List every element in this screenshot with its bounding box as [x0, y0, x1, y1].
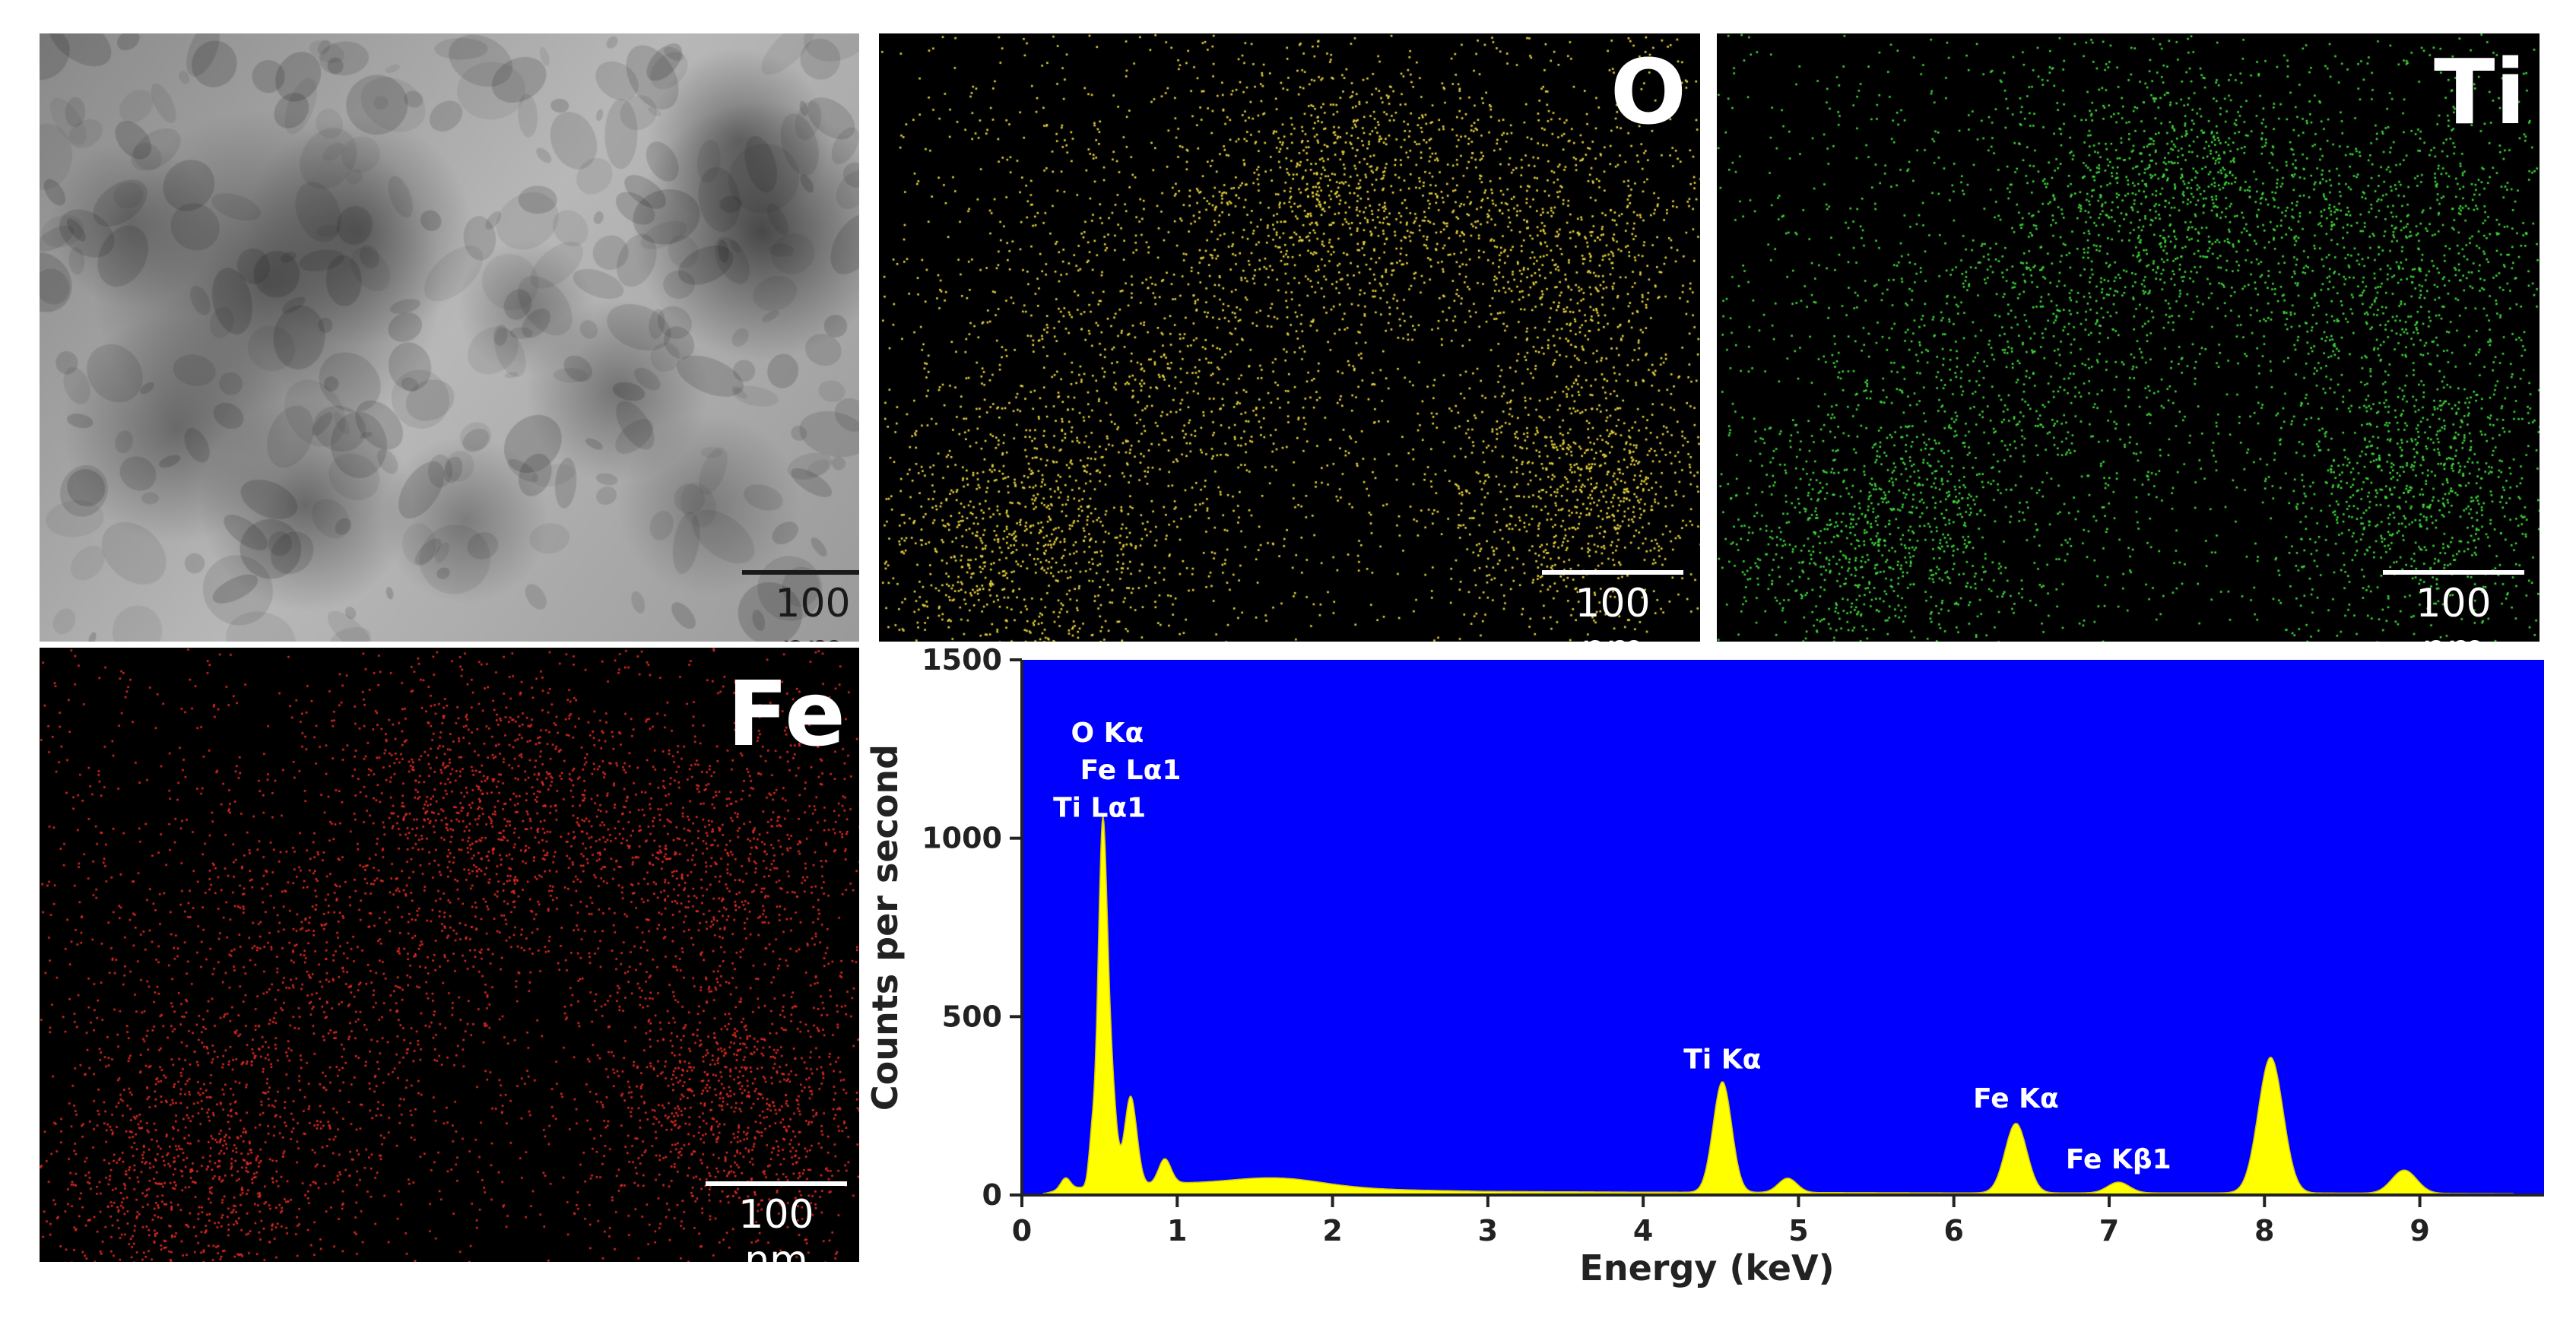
x-tick-label: 5 — [1788, 1214, 1808, 1247]
scale-bar-label: 100 nm — [738, 1192, 814, 1262]
tem-micrograph — [40, 33, 859, 642]
scale-bar-line — [1542, 570, 1683, 575]
o-map-panel: O 100 nm — [879, 33, 1700, 642]
ti-element-label: Ti — [2434, 40, 2526, 144]
x-tick-label: 4 — [1633, 1214, 1653, 1247]
peak-label: Ti Lα1 — [1053, 793, 1146, 824]
ti-map-panel: Ti 100 nm — [1717, 33, 2540, 642]
y-axis-ticks: 0 500 1000 1500 — [922, 648, 1022, 1212]
peak-label: Ti Kα — [1683, 1044, 1761, 1075]
y-axis-label: Counts per second — [867, 744, 906, 1111]
y-tick-label: 500 — [942, 1000, 1002, 1033]
scale-bar-label: 100 nm — [775, 581, 851, 642]
x-tick-label: 9 — [2409, 1214, 2429, 1247]
fe-map-panel: Fe 100 nm — [40, 648, 859, 1262]
y-tick-label: 0 — [982, 1178, 1002, 1212]
fe-map-image — [40, 648, 859, 1262]
scale-bar-label: 100 nm — [2416, 581, 2492, 642]
scale-bar-label: 100 nm — [1575, 581, 1651, 642]
peak-label: Fe Kα — [1973, 1083, 2059, 1114]
x-tick-label: 8 — [2254, 1214, 2274, 1247]
x-tick-label: 1 — [1167, 1214, 1187, 1247]
tem-image-panel: 100 nm — [40, 33, 859, 642]
x-tick-label: 6 — [1943, 1214, 1963, 1247]
o-map-image — [879, 33, 1700, 642]
x-tick-label: 2 — [1322, 1214, 1342, 1247]
ti-map-image — [1717, 33, 2540, 642]
peak-label: Fe Kβ1 — [2066, 1144, 2172, 1175]
scale-bar-line — [742, 570, 859, 575]
o-element-label: O — [1610, 40, 1686, 144]
x-tick-label: 0 — [1012, 1214, 1032, 1247]
axes — [1020, 660, 2544, 1197]
x-tick-label: 3 — [1478, 1214, 1498, 1247]
scale-bar-line — [2383, 570, 2524, 575]
peak-label: Fe Lα1 — [1080, 755, 1182, 786]
spectrum-area — [1040, 816, 2514, 1196]
plot-background — [1022, 660, 2544, 1195]
x-axis-label: Energy (keV) — [1579, 1247, 1834, 1289]
eds-spectrum-panel: 0 1 2 3 4 5 6 7 8 9 0 500 1000 1500 O Kα Fe Lα1 Ti Lα1… — [867, 648, 2576, 1325]
y-tick-label: 1500 — [922, 648, 1002, 677]
fe-element-label: Fe — [727, 661, 845, 766]
x-tick-label: 7 — [2099, 1214, 2119, 1247]
scale-bar-line — [706, 1181, 847, 1186]
y-tick-label: 1000 — [922, 822, 1002, 855]
eds-spectrum-chart: 0 1 2 3 4 5 6 7 8 9 0 500 1000 1500 O Kα Fe Lα1 Ti Lα1… — [867, 648, 2544, 1289]
peak-label: O Kα — [1071, 718, 1144, 749]
x-axis-ticks: 0 1 2 3 4 5 6 7 8 9 — [1012, 1195, 2430, 1247]
